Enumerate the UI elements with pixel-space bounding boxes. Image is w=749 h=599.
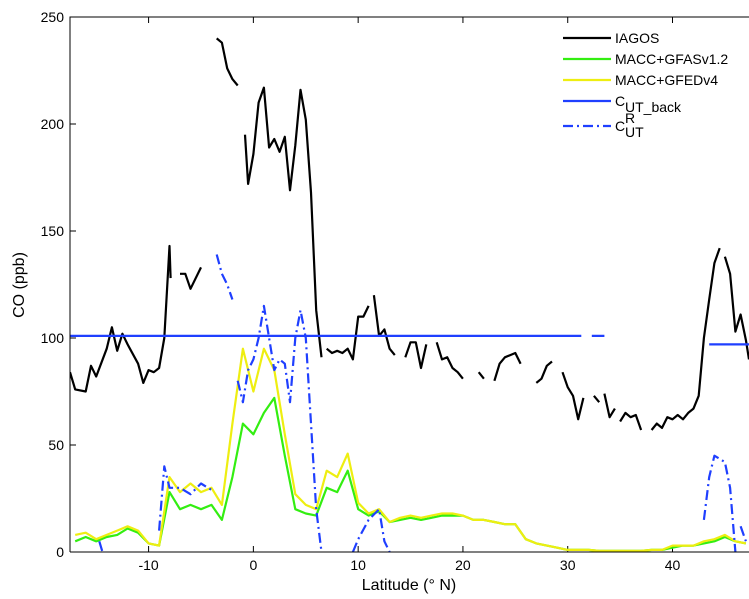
x-tick-label: 20	[455, 557, 471, 573]
legend-label: IAGOS	[615, 30, 659, 46]
series-line	[98, 254, 747, 553]
y-axis-label: CO (ppb)	[11, 252, 28, 318]
series-line	[70, 37, 749, 431]
y-tick-label: 0	[56, 544, 64, 560]
x-tick-label: 10	[350, 557, 366, 573]
legend-label: MACC+GFASv1.2	[615, 51, 728, 67]
x-tick-label: 30	[560, 557, 576, 573]
y-tick-label: 150	[41, 223, 65, 239]
series-line	[74, 396, 747, 552]
legend-label-sup: R	[625, 110, 635, 126]
axes-frame	[69, 16, 749, 553]
legend-label-sub: UT	[625, 124, 644, 140]
y-tick-label: 250	[41, 9, 65, 25]
y-tick-label: 50	[48, 437, 64, 453]
x-tick-label: -10	[138, 557, 158, 573]
x-tick-label: 40	[665, 557, 681, 573]
series-line	[70, 334, 749, 346]
legend-label: MACC+GFEDv4	[615, 72, 718, 88]
legend-label-sub: UT_back	[625, 99, 682, 115]
series-line	[74, 347, 747, 552]
legend-label: C	[615, 118, 625, 134]
y-tick-label: 100	[41, 330, 65, 346]
x-tick-label: 0	[249, 557, 257, 573]
y-tick-label: 200	[41, 116, 65, 132]
x-axis-label: Latitude (° N)	[362, 577, 456, 594]
legend-label: C	[615, 93, 625, 109]
